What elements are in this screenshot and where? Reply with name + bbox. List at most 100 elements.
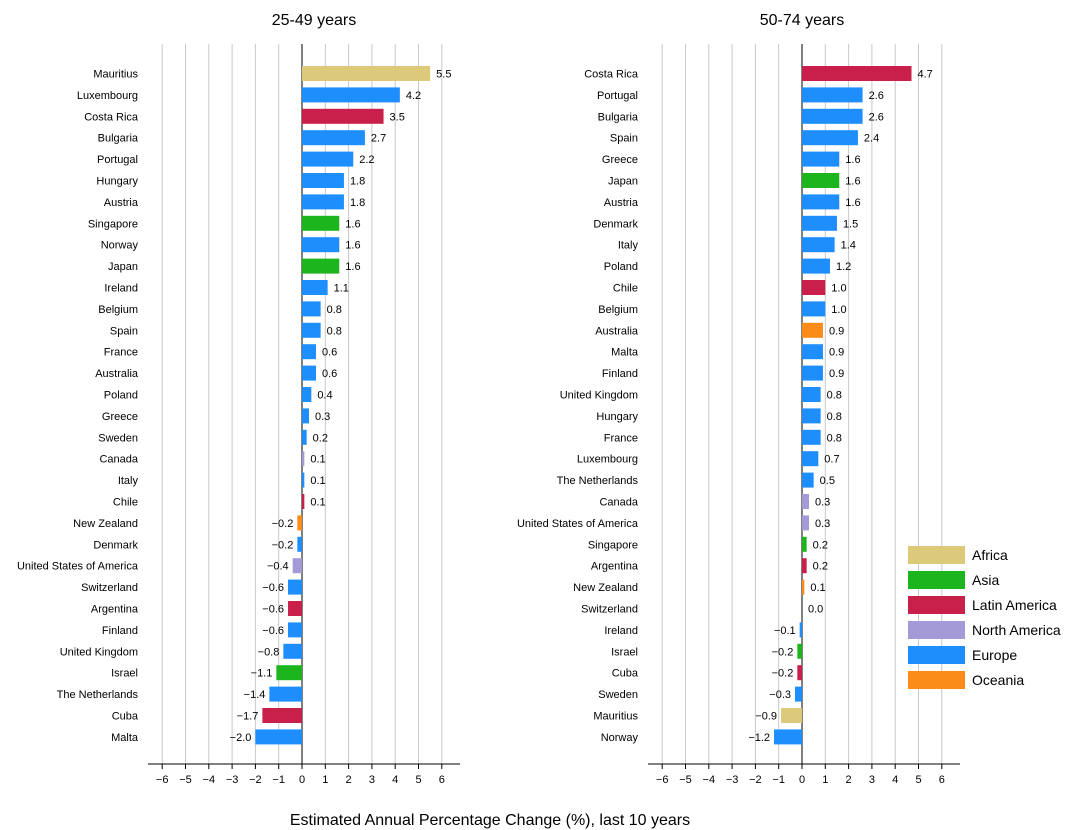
category-label: Israel [611,646,638,658]
bar [302,108,384,124]
bar [802,387,821,402]
bar [302,365,316,381]
data-label: 5.5 [436,69,451,81]
category-label: Singapore [88,218,138,230]
category-label: Chile [613,283,638,295]
category-label: Switzerland [581,604,638,616]
bar [802,301,826,317]
data-label: 1.6 [845,197,860,209]
x-tick-label: 1 [822,774,828,786]
data-label: 0.6 [322,347,337,359]
category-label: Chile [113,497,138,509]
data-label: −1.4 [244,689,266,701]
bar [797,665,802,681]
bar [802,536,807,552]
category-label: Japan [608,176,638,188]
bar [802,451,819,467]
data-label: 1.0 [831,283,846,295]
bar [795,686,802,702]
data-label: −0.6 [262,625,284,637]
category-label: United States of America [517,518,639,530]
bar [302,472,305,488]
data-label: 0.1 [310,475,325,487]
bar [802,322,823,338]
data-label: 2.2 [359,154,374,166]
category-label: Hungary [596,411,638,423]
bar [802,558,807,574]
bar [302,87,400,103]
category-label: Ireland [104,283,138,295]
data-label: 2.6 [869,90,884,102]
category-label: United Kingdom [560,390,638,402]
data-label: 0.8 [327,304,342,316]
x-axis-label: Estimated Annual Percentage Change (%), … [290,812,690,829]
x-tick-label: 2 [846,774,852,786]
data-label: 0.6 [322,368,337,380]
bar [302,215,340,231]
category-label: Portugal [97,154,138,166]
bar [302,66,431,81]
legend: Africa Asia Latin America North America Euro… [908,546,1061,689]
data-label: 0.2 [313,432,328,444]
data-label: −2.0 [230,732,252,744]
x-tick-label: −6 [656,774,669,786]
bar [283,643,302,659]
bar [802,280,826,295]
data-label: 1.6 [845,176,860,188]
legend-label: Africa [972,547,1008,563]
category-label: Luxembourg [577,454,638,466]
x-tick-label: −2 [249,774,262,786]
category-label: Luxembourg [77,90,138,102]
x-tick-label: −3 [726,774,739,786]
legend-swatch [908,671,965,689]
data-label: 1.5 [843,218,858,230]
x-tick-label: −5 [679,774,692,786]
bar [302,387,312,402]
data-label: −0.6 [262,582,284,594]
category-label: Mauritius [593,711,638,723]
bar [297,536,302,552]
bar [802,472,814,488]
x-tick-label: 3 [869,774,875,786]
x-tick-label: 3 [369,774,375,786]
legend-label: Oceania [972,672,1024,688]
x-tick-label: 4 [892,774,898,786]
category-label: Norway [101,240,139,252]
bar [302,280,328,295]
category-label: Mauritius [93,69,138,81]
panel-title: 25-49 years [272,12,357,29]
bar [276,665,302,681]
data-label: 0.8 [827,411,842,423]
data-label: 0.9 [829,347,844,359]
data-label: 0.8 [827,432,842,444]
category-label: Sweden [98,432,138,444]
data-label: 0.1 [810,582,825,594]
category-label: Norway [601,732,639,744]
bar [802,215,837,231]
data-label: −1.2 [748,732,770,744]
data-label: 0.3 [815,497,830,509]
bar [802,237,835,253]
category-label: The Netherlands [557,475,639,487]
x-tick-label: −4 [703,774,716,786]
bar [802,408,821,424]
bar [302,173,344,188]
bar [297,515,302,531]
data-label: −1.1 [251,668,273,680]
data-label: 4.7 [918,69,933,81]
x-tick-label: 5 [415,774,421,786]
category-label: Poland [104,390,138,402]
data-label: 1.8 [350,176,365,188]
bar [802,151,840,167]
bar [802,579,805,595]
category-label: Malta [611,347,639,359]
bar [802,194,840,210]
category-label: Finland [102,625,138,637]
category-label: Poland [604,261,638,273]
data-label: 3.5 [390,111,405,123]
data-label: −1.7 [237,711,259,723]
bar [774,729,802,745]
bar [802,494,809,509]
bar [799,622,802,638]
bar [802,66,912,81]
